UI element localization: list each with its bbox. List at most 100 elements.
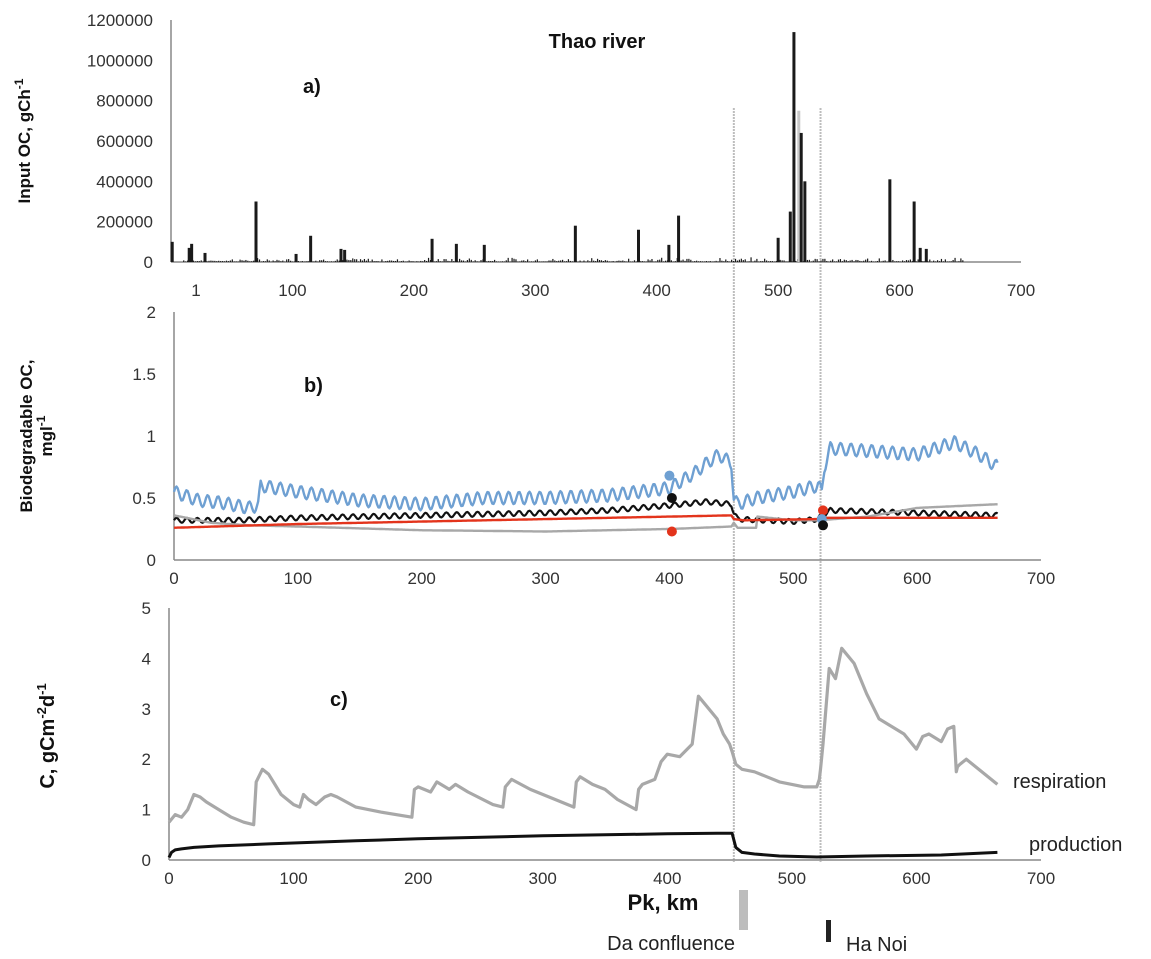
bar bbox=[391, 260, 393, 262]
bar bbox=[767, 261, 770, 262]
bar bbox=[422, 261, 424, 262]
bar bbox=[703, 261, 706, 262]
bar bbox=[776, 237, 780, 262]
panel-c-y-axis-label: C, gCm-2d-1 bbox=[34, 683, 59, 788]
observation-point bbox=[818, 505, 829, 516]
bar bbox=[297, 261, 299, 262]
bar bbox=[792, 32, 796, 262]
bar bbox=[544, 261, 546, 262]
bar bbox=[420, 260, 422, 262]
bar bbox=[501, 261, 503, 262]
x-tick-label: 100 bbox=[284, 569, 312, 588]
bar bbox=[764, 258, 766, 262]
panel-a-bars bbox=[170, 32, 964, 262]
bar bbox=[880, 261, 882, 262]
y-tick-label: 1200000 bbox=[87, 11, 153, 30]
bar bbox=[775, 261, 777, 262]
bar bbox=[756, 258, 758, 262]
bar bbox=[361, 260, 364, 262]
bar bbox=[832, 259, 834, 262]
bar bbox=[371, 259, 373, 262]
bar bbox=[190, 243, 194, 262]
bar bbox=[480, 260, 482, 262]
bar bbox=[742, 260, 744, 262]
bar bbox=[342, 260, 344, 262]
series-line bbox=[167, 831, 998, 859]
bar bbox=[960, 258, 962, 262]
bar bbox=[851, 259, 853, 262]
bar bbox=[624, 261, 626, 262]
bar bbox=[451, 258, 453, 262]
bar bbox=[309, 235, 313, 262]
bar bbox=[867, 258, 869, 262]
bar bbox=[338, 260, 340, 262]
bar bbox=[305, 261, 307, 262]
bar bbox=[243, 260, 245, 262]
bar bbox=[684, 260, 686, 262]
bar bbox=[447, 260, 449, 262]
bar bbox=[826, 260, 828, 262]
ha-noi-marker-bar bbox=[826, 920, 831, 942]
bar bbox=[812, 260, 814, 262]
y-tick-label: 400000 bbox=[96, 172, 153, 191]
bar bbox=[235, 261, 237, 262]
bar bbox=[830, 260, 832, 262]
bar bbox=[912, 201, 916, 262]
series-line bbox=[172, 435, 999, 515]
panel-b-y-axis-label-line1: Biodegradable OC, bbox=[17, 359, 36, 512]
bar bbox=[424, 259, 426, 262]
bar bbox=[515, 259, 517, 262]
bar bbox=[589, 261, 591, 262]
bar bbox=[769, 261, 772, 262]
bar bbox=[845, 260, 847, 262]
bar bbox=[573, 225, 577, 262]
series-line bbox=[173, 498, 999, 525]
bar bbox=[523, 260, 525, 262]
observation-point bbox=[666, 526, 677, 537]
bar bbox=[917, 259, 919, 262]
bar bbox=[956, 261, 958, 262]
bar bbox=[286, 259, 288, 262]
bar bbox=[402, 260, 404, 262]
y-tick-label: 1000000 bbox=[87, 51, 153, 70]
bar bbox=[546, 261, 548, 262]
bar bbox=[280, 261, 282, 262]
x-tick-label: 600 bbox=[902, 869, 930, 888]
bar bbox=[612, 261, 614, 262]
bar bbox=[511, 257, 513, 262]
bar bbox=[548, 260, 550, 262]
bar bbox=[170, 241, 174, 262]
bar bbox=[698, 261, 700, 262]
bar bbox=[610, 261, 612, 262]
bar bbox=[958, 261, 960, 262]
bar bbox=[909, 259, 911, 262]
respiration-label: respiration bbox=[1013, 771, 1106, 793]
bar bbox=[492, 261, 494, 262]
bar bbox=[810, 261, 812, 262]
bar bbox=[929, 259, 931, 262]
bar bbox=[740, 258, 742, 262]
bar bbox=[663, 261, 665, 262]
bar bbox=[196, 261, 198, 262]
bar bbox=[664, 260, 667, 262]
x-tick-label: 500 bbox=[778, 869, 806, 888]
bar bbox=[367, 258, 369, 262]
bar bbox=[616, 260, 618, 262]
bar bbox=[220, 261, 222, 262]
bar bbox=[736, 260, 739, 262]
bar bbox=[253, 260, 255, 262]
bar bbox=[865, 259, 867, 262]
x-tick-label: 100 bbox=[279, 869, 307, 888]
bar bbox=[241, 260, 243, 262]
bar bbox=[538, 261, 540, 262]
observation-point bbox=[666, 493, 677, 503]
bar bbox=[222, 261, 224, 262]
bar bbox=[723, 261, 725, 262]
bar bbox=[732, 260, 735, 262]
bar bbox=[486, 261, 488, 262]
bar bbox=[268, 260, 270, 262]
bar bbox=[715, 260, 717, 262]
panel-b-y-ticks: 0 0.5 1 1.5 2 bbox=[132, 303, 156, 570]
bar bbox=[352, 258, 354, 262]
bar bbox=[602, 260, 604, 262]
